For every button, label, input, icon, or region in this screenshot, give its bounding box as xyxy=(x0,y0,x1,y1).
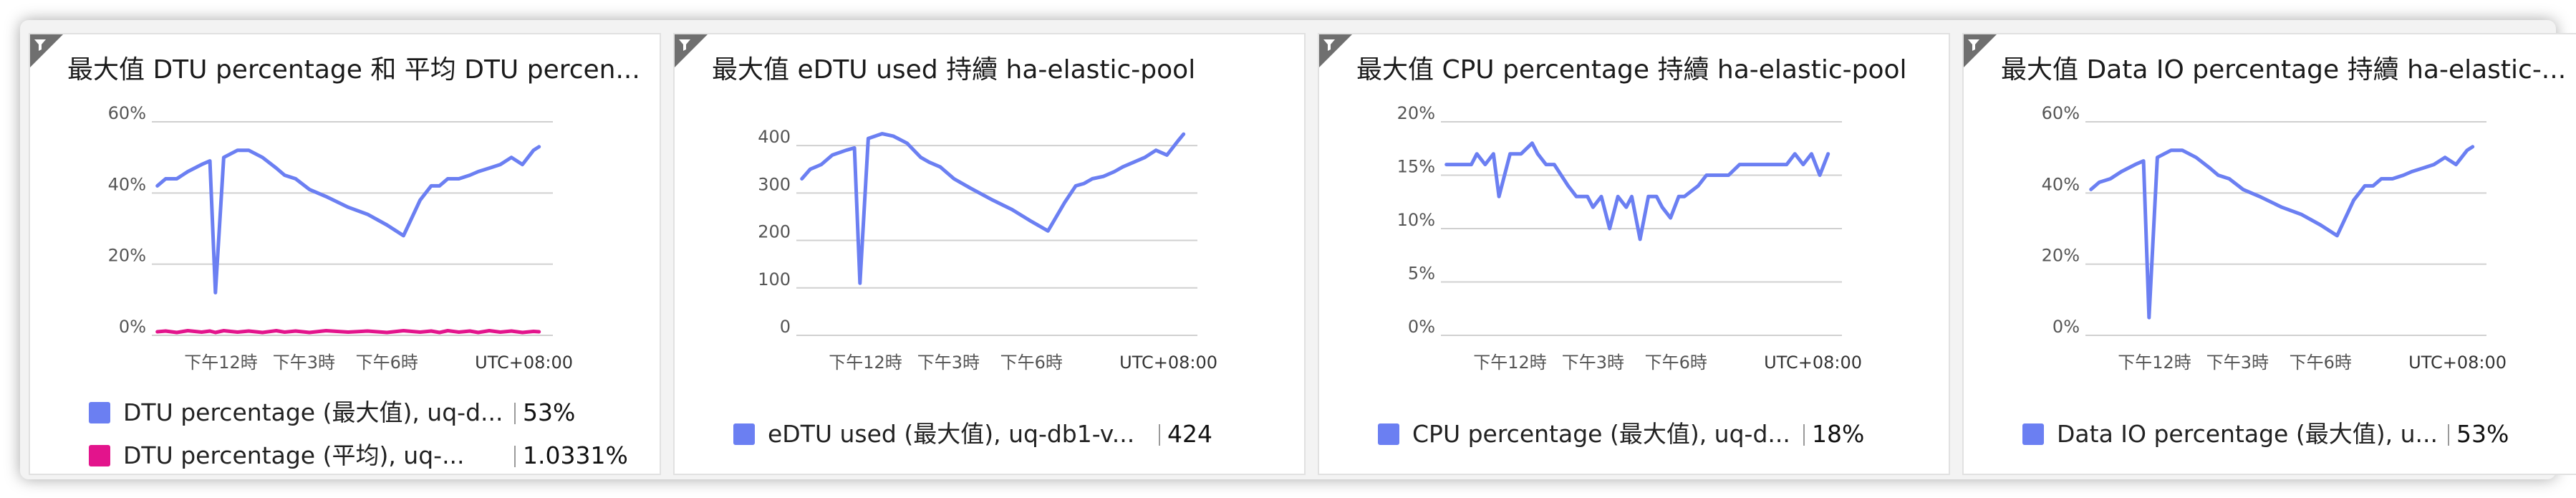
timezone-label: UTC+08:00 xyxy=(1764,353,1862,373)
legend-item-edtu-used[interactable]: eDTU used (最大值), uq-db1-v... 424 xyxy=(733,414,1292,454)
chart-title[interactable]: 最大值 Data IO percentage 持續 ha-elastic-... xyxy=(2001,55,2567,85)
legend-separator xyxy=(1803,424,1805,446)
filter-icon[interactable] xyxy=(1319,34,1352,67)
legend-separator xyxy=(2448,424,2449,446)
series-line-1 xyxy=(155,145,541,295)
y-tick-label: 15% xyxy=(1397,157,1435,177)
series-line-1 xyxy=(2089,145,2475,320)
legend-swatch xyxy=(2022,423,2044,445)
x-tick-label: 下午12時 xyxy=(184,353,258,373)
legend-swatch xyxy=(89,445,110,466)
line-chart: 0% 5% 10% 15% 20% 下午12時 下午3時 下午6時 UTC+08:00 xyxy=(1397,103,1862,373)
chart-title[interactable]: 最大值 eDTU used 持續 ha-elastic-pool xyxy=(712,55,1196,85)
chart-tile-dtu-percentage[interactable]: 最大值 DTU percentage 和 平均 DTU percen... 0%… xyxy=(29,33,661,475)
filter-icon[interactable] xyxy=(675,34,708,67)
y-tick-label: 10% xyxy=(1397,210,1435,230)
line-chart: 0% 20% 40% 60% 下午12時 下午3時 下午6時 UTC+08:00 xyxy=(2042,103,2507,373)
x-tick-label: 下午12時 xyxy=(2118,353,2191,373)
y-tick-label: 0% xyxy=(2052,317,2080,337)
timezone-label: UTC+08:00 xyxy=(2408,353,2507,373)
filter-icon[interactable] xyxy=(30,34,63,67)
legend-label: DTU percentage (平均), uq-... xyxy=(123,441,465,469)
x-tick-label: 下午6時 xyxy=(1645,353,1707,373)
y-tick-label: 0% xyxy=(119,317,146,337)
chart-tile-edtu-used[interactable]: 最大值 eDTU used 持續 ha-elastic-pool 0 100 200… xyxy=(673,33,1306,475)
legend-label: CPU percentage (最大值), uq-d... xyxy=(1412,420,1790,448)
chart-tile-cpu-percentage[interactable]: 最大值 CPU percentage 持續 ha-elastic-pool 0%… xyxy=(1318,33,1950,475)
y-tick-label: 40% xyxy=(2042,174,2080,194)
filter-icon[interactable] xyxy=(1964,34,1997,67)
legend-swatch xyxy=(1378,423,1399,445)
x-tick-label: 下午6時 xyxy=(356,353,418,373)
legend-label: eDTU used (最大值), uq-db1-v... xyxy=(768,420,1135,448)
y-tick-label: 200 xyxy=(758,222,791,242)
y-tick-label: 5% xyxy=(1408,264,1435,284)
y-tick-label: 60% xyxy=(2042,103,2080,123)
legend-label: DTU percentage (最大值), uq-d... xyxy=(123,398,503,426)
legend-separator xyxy=(514,446,516,467)
chart-tile-data-io-percentage[interactable]: 最大值 Data IO percentage 持續 ha-elastic-...… xyxy=(1962,33,2576,475)
legend-separator xyxy=(1159,424,1160,446)
legend-item-cpu-percentage[interactable]: CPU percentage (最大值), uq-d... 18% xyxy=(1378,414,1936,454)
legend-value: 18% xyxy=(1812,420,1865,448)
y-tick-label: 400 xyxy=(758,127,791,147)
y-tick-label: 0% xyxy=(1408,317,1435,337)
legend-value: 53% xyxy=(2456,420,2509,448)
legend-value: 1.0331% xyxy=(523,441,628,469)
x-tick-label: 下午6時 xyxy=(2290,353,2352,373)
x-tick-label: 下午12時 xyxy=(829,353,902,373)
legend-label: Data IO percentage (最大值), u... xyxy=(2057,420,2436,448)
y-tick-label: 60% xyxy=(108,103,146,123)
legend-item-data-io[interactable]: Data IO percentage (最大值), u... 53% xyxy=(2022,414,2576,454)
x-tick-label: 下午3時 xyxy=(2206,353,2269,373)
x-tick-label: 下午6時 xyxy=(1000,353,1063,373)
legend-item-max-dtu[interactable]: DTU percentage (最大值), uq-d... 53% xyxy=(89,393,647,433)
y-tick-label: 20% xyxy=(2042,246,2080,266)
chart-title[interactable]: 最大值 DTU percentage 和 平均 DTU percen... xyxy=(67,55,640,85)
y-tick-label: 20% xyxy=(1397,103,1435,123)
legend-value: 53% xyxy=(523,398,576,426)
line-chart: 0 100 200 300 400 下午12時 下午3時 下午6時 UTC+08:00 xyxy=(758,127,1217,373)
y-tick-label: 0 xyxy=(780,317,791,337)
legend-value: 424 xyxy=(1167,420,1212,448)
timezone-label: UTC+08:00 xyxy=(1119,353,1217,373)
legend-item-avg-dtu[interactable]: DTU percentage (平均), uq-... 1.0331% xyxy=(89,436,647,476)
legend-swatch xyxy=(733,423,755,445)
timezone-label: UTC+08:00 xyxy=(475,353,573,373)
x-tick-label: 下午3時 xyxy=(1562,353,1624,373)
y-tick-label: 300 xyxy=(758,174,791,194)
y-tick-label: 40% xyxy=(108,174,146,194)
series-line-1 xyxy=(1444,141,1830,241)
legend-separator xyxy=(514,403,516,424)
series-line-2 xyxy=(155,329,541,335)
line-chart: 0% 20% 40% 60% 下午12時 下午3時 下午6時 UTC+08:00 xyxy=(108,103,573,373)
legend-swatch xyxy=(89,402,110,423)
x-tick-label: 下午12時 xyxy=(1473,353,1547,373)
y-tick-label: 20% xyxy=(108,246,146,266)
x-tick-label: 下午3時 xyxy=(273,353,335,373)
series-line-1 xyxy=(800,132,1186,285)
y-tick-label: 100 xyxy=(758,269,791,289)
chart-title[interactable]: 最大值 CPU percentage 持續 ha-elastic-pool xyxy=(1356,55,1907,85)
x-tick-label: 下午3時 xyxy=(917,353,980,373)
